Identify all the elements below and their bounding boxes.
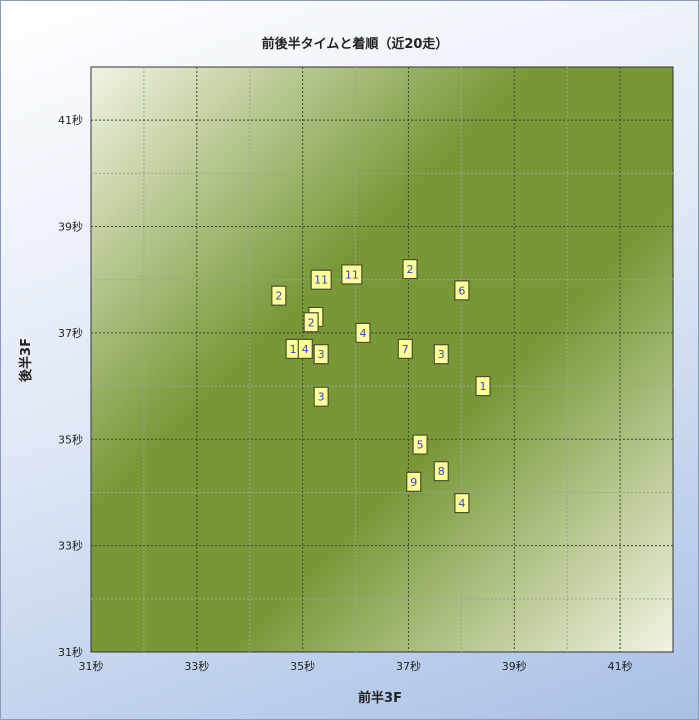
x-axis-label: 前半3F — [358, 690, 402, 706]
point-marker — [397, 338, 413, 359]
data-point: 4 — [355, 322, 371, 344]
point-label: 2 — [407, 263, 414, 276]
y-axis-label: 後半3F — [18, 338, 34, 382]
point-label: 4 — [458, 497, 465, 510]
point-marker — [402, 258, 418, 280]
data-point: 4 — [297, 338, 313, 359]
point-marker — [433, 461, 449, 482]
point-label: 8 — [438, 465, 445, 478]
point-marker — [297, 338, 313, 359]
point-label: 3 — [318, 348, 325, 361]
data-point: 3 — [433, 344, 449, 365]
y-axis-ticks: 31秒 33秒 35秒 37秒 39秒 41秒 — [58, 113, 83, 659]
grid — [91, 67, 673, 652]
y-tick-label: 37秒 — [58, 326, 83, 340]
point-marker — [303, 312, 319, 333]
point-marker — [310, 269, 332, 290]
y-tick-label: 39秒 — [58, 220, 83, 234]
x-tick-label: 33秒 — [184, 659, 209, 673]
data-point: 6 — [454, 280, 470, 301]
x-tick-label: 39秒 — [502, 659, 527, 673]
point-marker — [271, 285, 287, 306]
data-point: 11 — [310, 269, 332, 290]
point-label: 11 — [345, 268, 359, 281]
point-label: 5 — [417, 439, 424, 452]
point-marker — [355, 322, 371, 344]
x-axis-ticks: 31秒 33秒 35秒 37秒 39秒 41秒 — [79, 659, 633, 673]
data-point: 5 — [412, 434, 428, 455]
chart-title: 前後半タイムと着順（近20走） — [262, 36, 449, 52]
point-label: 2 — [308, 316, 315, 329]
y-tick-label: 35秒 — [58, 432, 83, 446]
point-label: 4 — [359, 327, 366, 340]
point-label: 4 — [302, 343, 309, 356]
data-point: 1 — [475, 375, 491, 397]
data-point: 2 — [271, 285, 287, 306]
data-point: 4 — [454, 492, 470, 514]
point-marker — [313, 344, 329, 365]
point-marker — [454, 492, 470, 514]
data-point: 1 — [285, 338, 301, 359]
point-marker — [412, 434, 428, 455]
point-label: 2 — [275, 290, 282, 303]
data-point: 8 — [433, 461, 449, 482]
y-tick-label: 41秒 — [58, 113, 83, 127]
point-marker — [313, 386, 329, 407]
x-tick-label: 41秒 — [608, 659, 633, 673]
point-label: 9 — [410, 476, 417, 489]
plot-area — [90, 66, 674, 653]
y-tick-label: 33秒 — [58, 539, 83, 553]
point-marker — [406, 471, 422, 492]
point-marker — [341, 264, 363, 285]
data-point: 3 — [313, 344, 329, 365]
data-point: 2 — [303, 312, 319, 333]
point-marker — [454, 280, 470, 301]
point-label: 1 — [290, 343, 297, 356]
point-label: 3 — [318, 391, 325, 404]
data-point: 11 — [341, 264, 363, 285]
data-point: 9 — [406, 471, 422, 492]
x-tick-label: 35秒 — [290, 659, 315, 673]
point-label: 1 — [480, 380, 487, 393]
point-label: 7 — [402, 343, 409, 356]
point-label: 11 — [314, 274, 328, 287]
data-point: 7 — [397, 338, 413, 359]
data-point: 3 — [313, 386, 329, 407]
data-point: 2 — [402, 258, 418, 280]
point-label: 3 — [438, 348, 445, 361]
point-label: 6 — [458, 284, 465, 297]
point-marker — [433, 344, 449, 365]
x-tick-label: 31秒 — [79, 659, 104, 673]
y-tick-label: 31秒 — [58, 645, 83, 659]
point-marker — [475, 375, 491, 397]
x-tick-label: 37秒 — [396, 659, 421, 673]
